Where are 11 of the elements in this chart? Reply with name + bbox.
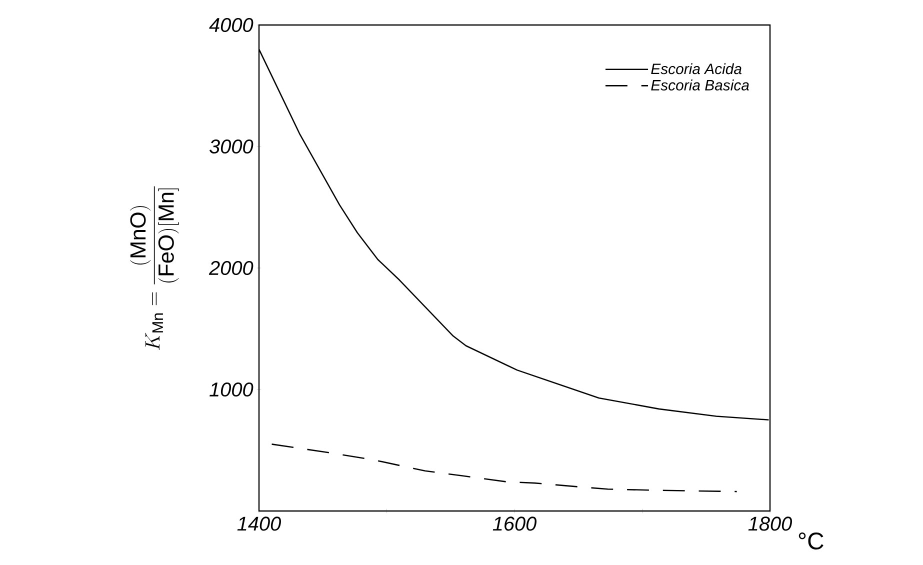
x-axis-title: °C (798, 532, 824, 550)
legend-label: Escoria Acida (651, 63, 742, 74)
x-tick-label: 1600 (492, 516, 536, 531)
y-axis-title: $K_{\mathrm{Mn}} = \frac{(\mathrm{MnO})}{(\mathrm{FeO})[\mathrm{Mn}]}$ (130, 186, 179, 350)
x-tick-label: 1800 (748, 516, 792, 531)
y-tick-label: 1000 (210, 382, 254, 397)
y-tick-label: 3000 (209, 139, 254, 154)
legend-label: Escoria Basica (651, 80, 749, 90)
y-tick-label: 2000 (208, 260, 254, 276)
y-tick-label: 4000 (209, 18, 254, 32)
x-tick-label: 1400 (237, 516, 281, 531)
